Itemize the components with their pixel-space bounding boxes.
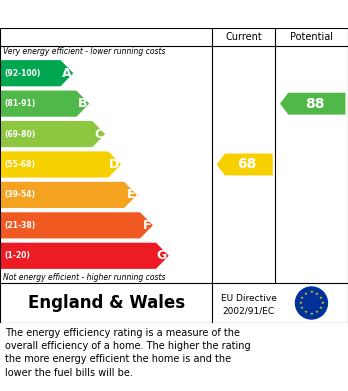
Text: ★: ★ (315, 310, 319, 314)
Text: ★: ★ (299, 301, 302, 305)
Text: ★: ★ (319, 307, 323, 310)
Text: 2002/91/EC: 2002/91/EC (222, 307, 275, 316)
Text: (69-80): (69-80) (4, 129, 35, 138)
Text: G: G (157, 249, 167, 262)
Text: EU Directive: EU Directive (221, 294, 277, 303)
Text: ★: ★ (309, 290, 314, 294)
Text: ★: ★ (321, 301, 324, 305)
Circle shape (295, 287, 327, 319)
Text: ★: ★ (309, 312, 314, 316)
Text: D: D (109, 158, 119, 171)
Text: (81-91): (81-91) (4, 99, 35, 108)
Text: Current: Current (225, 32, 262, 42)
Text: Potential: Potential (290, 32, 333, 42)
Polygon shape (280, 93, 346, 115)
Text: Very energy efficient - lower running costs: Very energy efficient - lower running co… (3, 47, 166, 57)
Text: (55-68): (55-68) (4, 160, 35, 169)
Polygon shape (1, 243, 169, 269)
Text: 68: 68 (237, 158, 256, 172)
Text: England & Wales: England & Wales (27, 294, 185, 312)
Text: Not energy efficient - higher running costs: Not energy efficient - higher running co… (3, 273, 166, 282)
Polygon shape (1, 151, 121, 178)
Text: (1-20): (1-20) (4, 251, 30, 260)
Text: The energy efficiency rating is a measure of the
overall efficiency of a home. T: The energy efficiency rating is a measur… (5, 328, 251, 378)
Text: ★: ★ (319, 296, 323, 300)
Text: C: C (94, 127, 103, 141)
Polygon shape (1, 60, 73, 86)
Text: 88: 88 (304, 97, 324, 111)
Text: B: B (78, 97, 87, 110)
Text: (21-38): (21-38) (4, 221, 35, 230)
Polygon shape (1, 212, 153, 239)
Text: ★: ★ (304, 292, 308, 296)
Text: Energy Efficiency Rating: Energy Efficiency Rating (9, 7, 211, 22)
Text: ★: ★ (304, 310, 308, 314)
Text: (92-100): (92-100) (4, 69, 40, 78)
Text: (39-54): (39-54) (4, 190, 35, 199)
Text: A: A (62, 67, 71, 80)
Text: ★: ★ (315, 292, 319, 296)
Text: ★: ★ (300, 307, 304, 310)
Text: F: F (142, 219, 151, 232)
Polygon shape (217, 154, 273, 176)
Text: ★: ★ (300, 296, 304, 300)
Polygon shape (1, 121, 105, 147)
Text: E: E (126, 188, 135, 201)
Polygon shape (1, 91, 89, 117)
Polygon shape (1, 182, 137, 208)
